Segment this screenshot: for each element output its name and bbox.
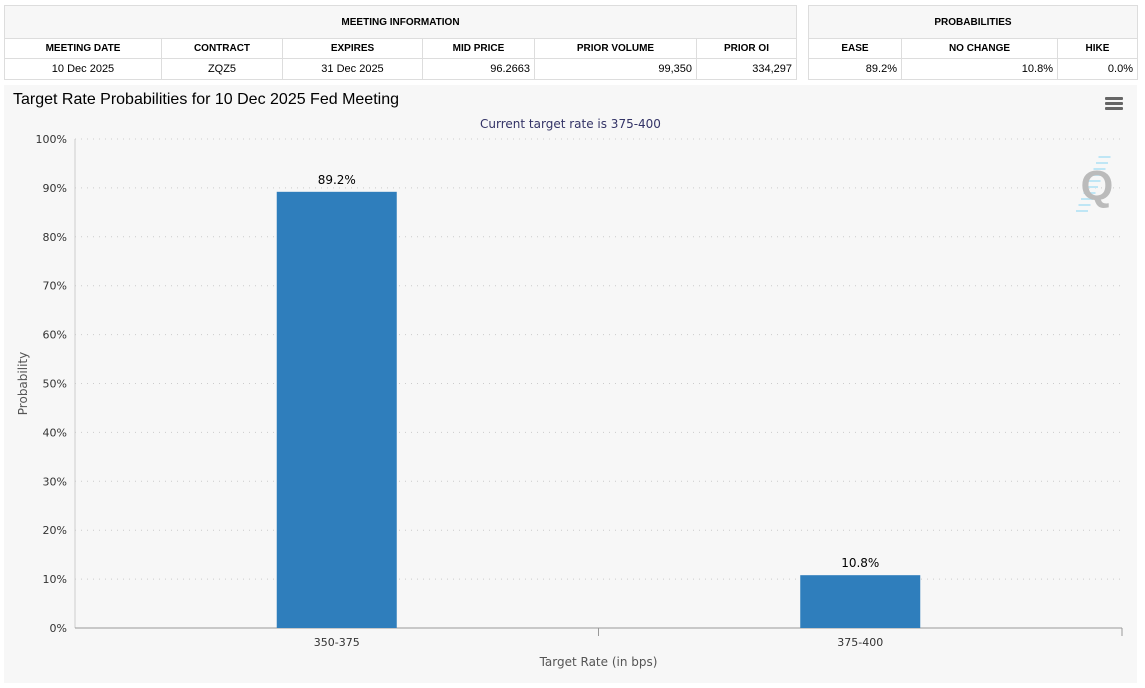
y-axis-title: Probability bbox=[16, 352, 30, 415]
mid-price: 96.2663 bbox=[422, 58, 535, 80]
y-tick-label: 60% bbox=[43, 329, 67, 342]
x-tick-label: 350-375 bbox=[314, 636, 360, 649]
table-row: 10 Dec 2025 ZQZ5 31 Dec 2025 96.2663 99,… bbox=[4, 58, 797, 80]
y-tick-label: 90% bbox=[43, 182, 67, 195]
chart-subtitle: Current target rate is 375-400 bbox=[480, 117, 661, 131]
col-prior-oi: PRIOR OI bbox=[696, 38, 797, 59]
chart-title: Target Rate Probabilities for 10 Dec 202… bbox=[13, 91, 399, 108]
meeting-information-title: MEETING INFORMATION bbox=[4, 5, 797, 39]
col-ease: EASE bbox=[808, 38, 902, 59]
bar bbox=[276, 191, 397, 628]
chart-svg: 0% 10% 20% 30% 40% 50% 60% 70% 80% 90% 100% 89.2% 35… bbox=[16, 133, 1123, 669]
watermark-logo: Q bbox=[1081, 162, 1114, 209]
probability-chart: 0% 10% 20% 30% 40% 50% 60% 70% 80% 90% 100% 89.2% 35… bbox=[4, 85, 1137, 683]
y-tick-label: 30% bbox=[43, 475, 67, 488]
prior-volume: 99,350 bbox=[534, 58, 697, 80]
y-tick-label: 70% bbox=[43, 280, 67, 293]
hike-value: 0.0% bbox=[1057, 58, 1138, 80]
col-no-change: NO CHANGE bbox=[901, 38, 1058, 59]
ease-value: 89.2% bbox=[808, 58, 902, 80]
y-tick-label: 40% bbox=[43, 426, 67, 439]
col-hike: HIKE bbox=[1057, 38, 1138, 59]
hamburger-menu-icon[interactable] bbox=[1105, 97, 1123, 111]
col-expires: EXPIRES bbox=[282, 38, 423, 59]
data-label: 89.2% bbox=[318, 173, 356, 187]
y-tick-label: 20% bbox=[43, 524, 67, 537]
data-label: 10.8% bbox=[841, 556, 879, 570]
x-tick-label: 375-400 bbox=[837, 636, 883, 649]
probabilities-title: PROBABILITIES bbox=[808, 5, 1138, 39]
table-row: 89.2% 10.8% 0.0% bbox=[808, 58, 1138, 80]
expires: 31 Dec 2025 bbox=[282, 58, 423, 80]
contract: ZQZ5 bbox=[161, 58, 283, 80]
y-tick-label: 50% bbox=[43, 378, 67, 391]
meeting-information-table: MEETING INFORMATION MEETING DATE CONTRAC… bbox=[4, 5, 797, 80]
probabilities-table: PROBABILITIES EASE NO CHANGE HIKE 89.2% … bbox=[808, 5, 1138, 80]
x-axis-title: Target Rate (in bps) bbox=[539, 655, 658, 669]
prior-oi: 334,297 bbox=[696, 58, 797, 80]
y-tick-label: 100% bbox=[36, 133, 67, 146]
col-mid-price: MID PRICE bbox=[422, 38, 535, 59]
col-prior-volume: PRIOR VOLUME bbox=[534, 38, 697, 59]
y-tick-label: 0% bbox=[50, 622, 67, 635]
col-contract: CONTRACT bbox=[161, 38, 283, 59]
y-tick-label: 80% bbox=[43, 231, 67, 244]
bar bbox=[800, 575, 921, 628]
col-meeting-date: MEETING DATE bbox=[4, 38, 162, 59]
y-tick-label: 10% bbox=[43, 573, 67, 586]
meeting-date: 10 Dec 2025 bbox=[4, 58, 162, 80]
no-change-value: 10.8% bbox=[901, 58, 1058, 80]
